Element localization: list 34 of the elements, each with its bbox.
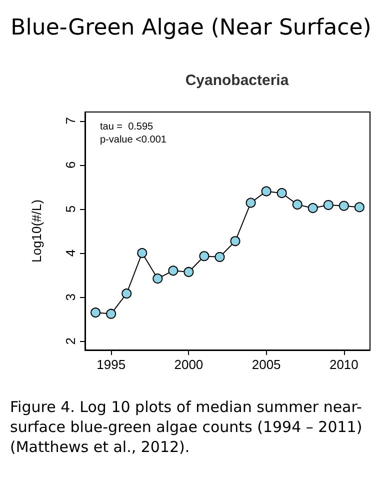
point	[152, 274, 163, 284]
annotation: tau = 0.595	[100, 122, 154, 132]
chart-title: Blue-Green Algae (Near Surface)	[10, 16, 372, 40]
y-tick-label: 4	[63, 249, 78, 257]
caption: Figure 4. Log 10 plots of median summer near-surface blue-green algae counts (1994 – 2011) (Matthews et al., 2012).	[10, 397, 364, 457]
y-tick-label: 6	[63, 161, 78, 169]
y-axis-title: Log10(#/L)	[29, 200, 44, 262]
y-tick-label: 3	[63, 293, 78, 301]
point	[137, 248, 148, 258]
annotation: p-value <0.001	[100, 134, 167, 146]
y-tick-label: 5	[63, 205, 78, 213]
point	[122, 288, 132, 299]
point	[338, 200, 349, 211]
x-tick-label: 2005	[252, 357, 281, 372]
point	[168, 266, 178, 276]
y-tick-label: 2	[63, 338, 78, 345]
point	[323, 200, 334, 210]
chart-subtitle: Cyanobacteria	[185, 72, 290, 89]
x-tick-label: 2010	[329, 357, 358, 372]
point	[199, 251, 210, 262]
point	[184, 266, 194, 277]
point	[292, 200, 302, 210]
x-tick-label: 1995	[96, 357, 126, 372]
point	[230, 236, 240, 246]
point	[106, 308, 116, 319]
point	[246, 198, 256, 208]
point	[90, 308, 101, 318]
y-tick-label: 7	[63, 117, 78, 124]
point	[214, 252, 225, 262]
point	[354, 202, 364, 212]
point	[308, 203, 318, 214]
x-tick-label: 2000	[174, 357, 204, 372]
point	[276, 188, 287, 198]
point	[261, 186, 272, 196]
